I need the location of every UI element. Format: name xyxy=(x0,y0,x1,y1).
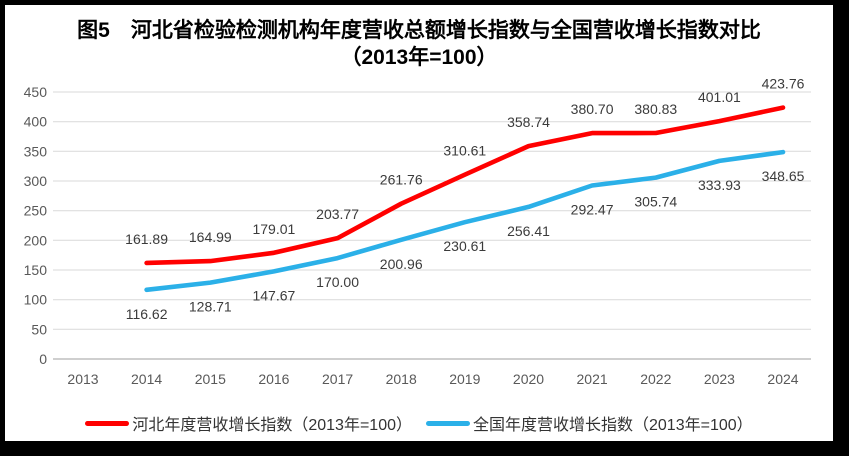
chart-title-line2: （2013年=100） xyxy=(340,46,498,69)
svg-text:380.83: 380.83 xyxy=(634,101,677,117)
svg-text:2018: 2018 xyxy=(386,371,417,387)
svg-text:170.00: 170.00 xyxy=(316,274,359,290)
hebei-line-swatch xyxy=(85,420,130,426)
svg-text:2017: 2017 xyxy=(322,371,353,387)
svg-text:400: 400 xyxy=(24,114,48,130)
svg-text:161.89: 161.89 xyxy=(125,231,168,247)
svg-text:147.67: 147.67 xyxy=(252,287,295,303)
svg-text:2023: 2023 xyxy=(704,371,735,387)
svg-text:128.71: 128.71 xyxy=(189,299,232,315)
svg-text:50: 50 xyxy=(31,321,47,337)
chart-legend: 河北年度营收增长指数（2013年=100） 全国年度营收增长指数（2013年=1… xyxy=(5,411,833,435)
svg-text:2015: 2015 xyxy=(195,371,226,387)
svg-text:116.62: 116.62 xyxy=(126,306,168,322)
svg-text:2016: 2016 xyxy=(258,371,289,387)
svg-text:250: 250 xyxy=(24,203,48,219)
svg-text:333.93: 333.93 xyxy=(698,177,741,193)
svg-text:358.74: 358.74 xyxy=(507,114,550,130)
svg-text:150: 150 xyxy=(24,262,48,278)
svg-text:300: 300 xyxy=(24,173,48,189)
svg-text:203.77: 203.77 xyxy=(316,206,359,222)
svg-text:2019: 2019 xyxy=(449,371,480,387)
svg-text:310.61: 310.61 xyxy=(443,143,486,159)
svg-text:2024: 2024 xyxy=(767,371,798,387)
svg-text:2022: 2022 xyxy=(640,371,671,387)
svg-text:164.99: 164.99 xyxy=(189,229,232,245)
svg-text:2021: 2021 xyxy=(577,371,608,387)
svg-text:2013: 2013 xyxy=(67,371,98,387)
legend-item-national: 全国年度营收增长指数（2013年=100） xyxy=(426,411,753,435)
legend-item-hebei: 河北年度营收增长指数（2013年=100） xyxy=(85,411,412,435)
svg-text:2020: 2020 xyxy=(513,371,544,387)
svg-text:450: 450 xyxy=(24,84,48,100)
chart-title-line1: 图5 河北省检验检测机构年度营收总额增长指数与全国营收增长指数对比 xyxy=(77,19,761,42)
svg-text:380.70: 380.70 xyxy=(571,101,614,117)
svg-text:423.76: 423.76 xyxy=(762,76,805,92)
svg-text:0: 0 xyxy=(39,351,47,367)
svg-text:100: 100 xyxy=(24,292,48,308)
svg-text:256.41: 256.41 xyxy=(507,223,550,239)
legend-label-national: 全国年度营收增长指数（2013年=100） xyxy=(473,417,753,434)
svg-text:2014: 2014 xyxy=(131,371,162,387)
chart-title: 图5 河北省检验检测机构年度营收总额增长指数与全国营收增长指数对比 （2013年… xyxy=(5,17,833,71)
svg-text:348.65: 348.65 xyxy=(762,168,805,184)
svg-text:305.74: 305.74 xyxy=(634,194,677,210)
svg-text:261.76: 261.76 xyxy=(380,172,423,188)
svg-text:230.61: 230.61 xyxy=(443,238,486,254)
legend-label-hebei: 河北年度营收增长指数（2013年=100） xyxy=(132,417,412,434)
svg-text:292.47: 292.47 xyxy=(571,202,614,218)
national-line-swatch xyxy=(426,420,470,426)
svg-text:179.01: 179.01 xyxy=(252,221,295,237)
svg-text:350: 350 xyxy=(24,143,48,159)
svg-text:200.96: 200.96 xyxy=(380,256,423,272)
chart-canvas: 0 50 100 150 200 250 300 350 400 450 2013 2014 2015 2… xyxy=(24,76,811,387)
svg-text:200: 200 xyxy=(24,232,48,248)
svg-text:401.01: 401.01 xyxy=(698,89,741,105)
